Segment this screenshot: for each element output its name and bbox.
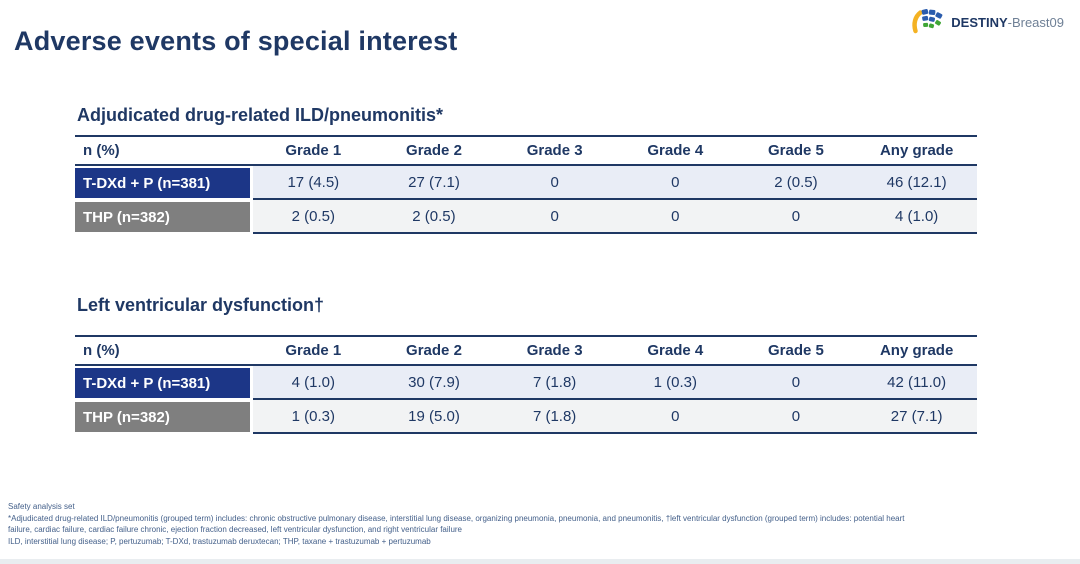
cell-value: 7 (1.8) <box>494 366 615 400</box>
cell-value: 0 <box>614 200 736 234</box>
page-title: Adverse events of special interest <box>14 26 458 56</box>
table-header-row: n (%) Grade 1 Grade 2 Grade 3 Grade 4 Grade 5… <box>75 135 977 166</box>
adverse-events-table: n (%) Grade 1 Grade 2 Grade 3 Grade 4 Grade 5… <box>75 135 977 234</box>
column-header-grade: Grade 2 <box>373 135 495 166</box>
table-title-lv-dysfunction: Left ventricular dysfunction† <box>77 295 325 315</box>
row-label-arm: T-DXd + P (n=381) <box>75 166 253 200</box>
cell-value: 2 (0.5) <box>735 166 857 200</box>
cell-value: 46 (12.1) <box>856 166 977 200</box>
column-header-grade: Any grade <box>856 335 977 366</box>
column-header-grade: Grade 5 <box>735 135 857 166</box>
cell-value: 0 <box>494 200 615 234</box>
slide-bottom-edge <box>0 559 1080 564</box>
cell-value: 2 (0.5) <box>253 200 374 234</box>
footnote-line: *Adjudicated drug-related ILD/pneumoniti… <box>8 513 905 523</box>
cell-value: 27 (7.1) <box>856 400 977 434</box>
row-label-arm: THP (n=382) <box>75 200 253 234</box>
table-row: T-DXd + P (n=381) 4 (1.0) 30 (7.9) 7 (1.8) 1… <box>75 366 977 400</box>
column-header-grade: Grade 4 <box>614 135 736 166</box>
cell-value: 0 <box>735 400 857 434</box>
cell-value: 1 (0.3) <box>253 400 374 434</box>
cell-value: 7 (1.8) <box>494 400 615 434</box>
table-title-ild-pneumonitis: Adjudicated drug-related ILD/pneumonitis… <box>77 105 444 125</box>
row-label-arm: THP (n=382) <box>75 400 253 434</box>
destiny-breast09-logo: DESTINY-Breast09 <box>911 8 1064 36</box>
cell-value: 0 <box>614 166 736 200</box>
cell-value: 0 <box>614 400 736 434</box>
column-header-grade: Grade 4 <box>614 335 736 366</box>
column-header-grade: Grade 1 <box>253 135 374 166</box>
footnote-line: failure, cardiac failure, cardiac failur… <box>8 525 462 534</box>
column-header-grade: Grade 2 <box>373 335 495 366</box>
destiny-fan-icon <box>912 8 943 34</box>
table-header-row: n (%) Grade 1 Grade 2 Grade 3 Grade 4 Grade 5… <box>75 335 977 366</box>
footnotes: Safety analysis set *Adjudicated drug-re… <box>8 501 1078 547</box>
row-label-arm: T-DXd + P (n=381) <box>75 366 253 400</box>
column-header-grade: Any grade <box>856 135 977 166</box>
column-header-metric: n (%) <box>75 135 253 166</box>
column-header-grade: Grade 3 <box>494 135 615 166</box>
cell-value: 4 (1.0) <box>253 366 374 400</box>
table-ild-pneumonitis: n (%) Grade 1 Grade 2 Grade 3 Grade 4 Grade 5… <box>75 135 977 234</box>
table-row: T-DXd + P (n=381) 17 (4.5) 27 (7.1) 0 0 2 (0.… <box>75 166 977 200</box>
cell-value: 2 (0.5) <box>373 200 495 234</box>
cell-value: 0 <box>494 166 615 200</box>
footnote-line: Safety analysis set <box>8 502 75 511</box>
column-header-grade: Grade 3 <box>494 335 615 366</box>
cell-value: 4 (1.0) <box>856 200 977 234</box>
column-header-metric: n (%) <box>75 335 253 366</box>
logo-brand-light: -Breast09 <box>1007 14 1064 30</box>
column-header-grade: Grade 1 <box>253 335 374 366</box>
cell-value: 19 (5.0) <box>373 400 495 434</box>
cell-value: 42 (11.0) <box>856 366 977 400</box>
cell-value: 0 <box>735 200 857 234</box>
cell-value: 0 <box>735 366 857 400</box>
table-row: THP (n=382) 1 (0.3) 19 (5.0) 7 (1.8) 0 0 27 (7… <box>75 400 977 434</box>
logo-brand-bold: DESTINY <box>951 14 1008 30</box>
table-lv-dysfunction: n (%) Grade 1 Grade 2 Grade 3 Grade 4 Grade 5… <box>75 335 977 434</box>
footnote-line: ILD, interstitial lung disease; P, pertu… <box>8 536 431 546</box>
table-row: THP (n=382) 2 (0.5) 2 (0.5) 0 0 0 4 (1.0) <box>75 200 977 234</box>
cell-value: 30 (7.9) <box>373 366 495 400</box>
cell-value: 17 (4.5) <box>253 166 374 200</box>
cell-value: 1 (0.3) <box>614 366 736 400</box>
column-header-grade: Grade 5 <box>735 335 857 366</box>
adverse-events-table: n (%) Grade 1 Grade 2 Grade 3 Grade 4 Grade 5… <box>75 335 977 434</box>
logo-text: DESTINY-Breast09 <box>951 15 1064 30</box>
cell-value: 27 (7.1) <box>373 166 495 200</box>
